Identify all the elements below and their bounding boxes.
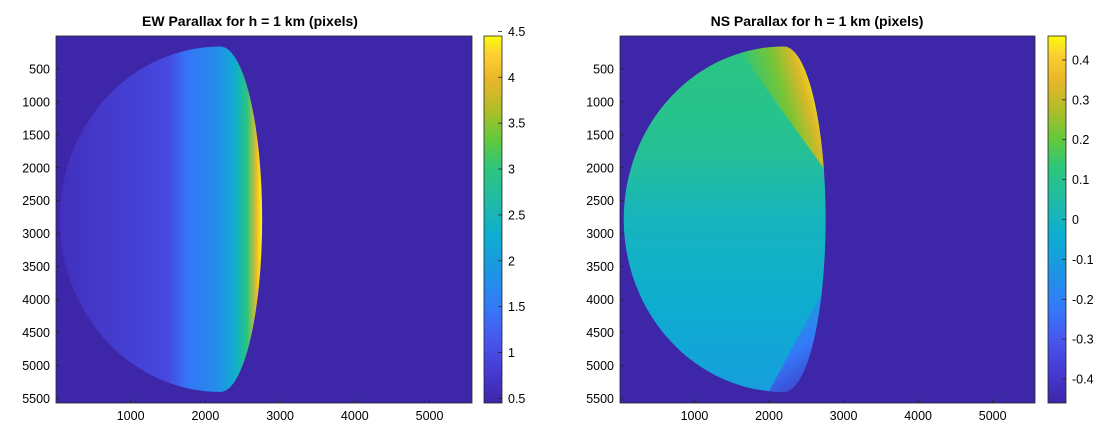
ew-axes-frame [55,35,473,404]
ns-x-tick-label: 5000 [979,409,1007,423]
ew-y-tick-label: 4500 [22,326,50,340]
ew-y-tick-label: 1000 [22,95,50,109]
ew-x-tick-label: 3000 [266,409,294,423]
ew-chart-title: EW Parallax for h = 1 km (pixels) [142,13,358,29]
ew-colorbar-tick-label: 4 [508,71,515,85]
ns-colorbar-tick-label: 0.1 [1072,173,1089,187]
ew-colorbar-tick-label: 3.5 [508,117,525,131]
ns-x-tick-label: 3000 [830,409,858,423]
ew-colorbar-tick-label: 1 [508,346,515,360]
ns-chart-title: NS Parallax for h = 1 km (pixels) [711,13,924,29]
ew-colorbar-tick-label: 0.5 [508,392,525,406]
ew-x-tick-label: 2000 [191,409,219,423]
ew-colorbar-tick-label: 4.5 [508,25,525,39]
ew-earth-disk [59,46,263,392]
ew-y-tick-label: 1500 [22,128,50,142]
ew-panel: EW Parallax for h = 1 km (pixels) 1000 20… [22,13,525,423]
ns-y-tick-label: 2000 [586,161,614,175]
ns-colorbar-tick-label: 0 [1072,213,1079,227]
ns-earth-disk [623,46,826,392]
ns-y-tick-label: 4500 [586,326,614,340]
ew-y-tick-label: 5000 [22,359,50,373]
ew-x-tick-label: 4000 [341,409,369,423]
ns-x-tick-label: 1000 [681,409,709,423]
ns-y-tick-label: 5000 [586,359,614,373]
ns-colorbar-tick-label: -0.2 [1072,293,1094,307]
ns-colorbar-tick-label: 0.2 [1072,133,1089,147]
ns-colorbar-tick-label: 0.3 [1072,93,1089,107]
ns-panel: NS Parallax for h = 1 km (pixels) 1000 20… [586,13,1093,423]
ew-y-tick-label: 4000 [22,293,50,307]
ns-y-tick-label: 3000 [586,227,614,241]
ew-y-tick-label: 2000 [22,161,50,175]
ew-y-tick-label: 5500 [22,392,50,406]
ns-y-tick-label: 4000 [586,293,614,307]
ns-y-tick-label: 500 [593,62,614,76]
ew-colorbar-tick-label: 2.5 [508,208,525,222]
ns-colorbar-tick-label: 0.4 [1072,53,1089,67]
ew-colorbar [483,35,503,404]
ew-colorbar-tick-label: 2 [508,254,515,268]
ew-y-tick-label: 2500 [22,194,50,208]
ns-axes-frame [619,35,1036,404]
ew-x-tick-label: 1000 [117,409,145,423]
ew-colorbar-tick-label: 1.5 [508,300,525,314]
ns-colorbar-tick-label: -0.4 [1072,373,1094,387]
ns-y-tick-label: 1000 [586,95,614,109]
ns-x-tick-label: 4000 [904,409,932,423]
ew-y-tick-label: 500 [29,62,50,76]
ew-y-tick-label: 3000 [22,227,50,241]
ns-colorbar-tick-label: -0.3 [1072,333,1094,347]
ew-y-tick-label: 3500 [22,260,50,274]
ew-x-tick-label: 5000 [416,409,444,423]
ns-y-tick-label: 5500 [586,392,614,406]
ns-x-tick-label: 2000 [755,409,783,423]
ns-y-tick-label: 3500 [586,260,614,274]
ew-colorbar-tick-label: 3 [508,163,515,177]
ns-colorbar-tick-label: -0.1 [1072,253,1094,267]
ns-y-tick-label: 1500 [586,128,614,142]
ns-y-tick-label: 2500 [586,194,614,208]
